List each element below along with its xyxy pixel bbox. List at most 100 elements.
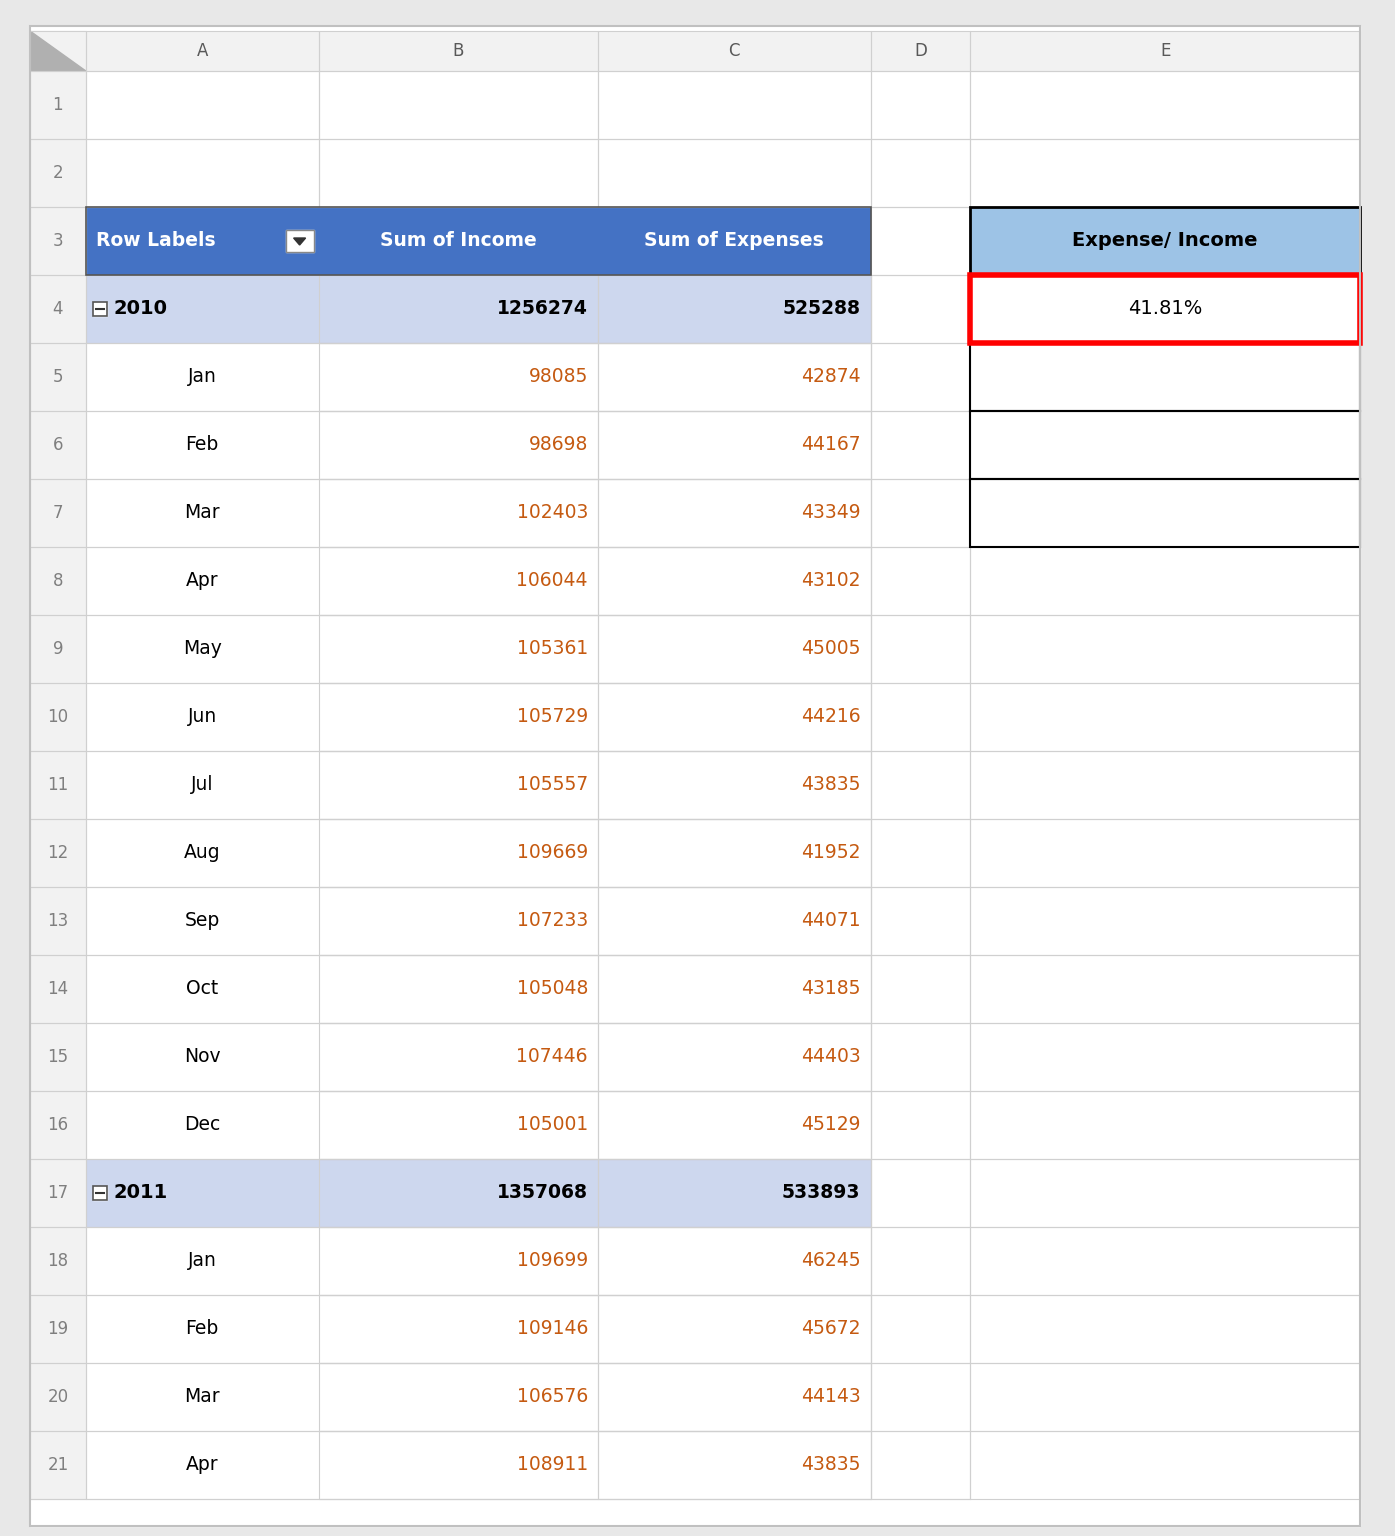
Text: 41.81%: 41.81% [1129,300,1202,318]
Bar [86,1091,870,1160]
Bar [870,343,971,412]
Bar [870,1432,971,1499]
Text: Jan: Jan [188,367,216,387]
Bar [870,1432,971,1499]
Bar [31,819,86,886]
Bar [870,684,971,751]
Bar [598,886,870,955]
Bar [31,684,86,751]
Bar [870,547,971,614]
Bar [870,1023,971,1091]
Bar [31,1023,86,1091]
Bar [971,479,1360,547]
Bar [870,886,971,955]
Bar [86,955,870,1023]
Bar [318,1023,598,1091]
Bar [870,1091,971,1160]
Text: Apr: Apr [186,571,219,590]
Bar [318,1023,598,1091]
Bar [86,1091,318,1160]
Bar [31,31,86,71]
Text: 2: 2 [53,164,63,181]
Text: Jul: Jul [191,776,213,794]
Bar [971,547,1360,614]
Bar [318,479,598,547]
Bar [31,1091,86,1160]
Bar [31,886,86,955]
Bar [31,1362,86,1432]
Text: 533893: 533893 [783,1184,861,1203]
Text: 12: 12 [47,843,68,862]
Bar [598,138,870,207]
Text: 4: 4 [53,300,63,318]
Bar [598,547,870,614]
Bar [971,614,1360,684]
Bar [318,138,598,207]
Text: E: E [1161,41,1170,60]
Bar [870,955,971,1023]
Bar [870,71,971,138]
Bar [318,614,598,684]
Bar [318,547,598,614]
Bar [318,71,598,138]
Text: Sep: Sep [184,911,220,931]
Bar [31,1227,86,1295]
Bar [86,886,318,955]
Bar [971,1295,1360,1362]
Bar [598,1091,870,1160]
Bar [870,819,971,886]
Bar [86,751,870,819]
Text: 105001: 105001 [516,1115,587,1135]
Bar [31,343,86,412]
Bar [870,1160,971,1227]
Bar [870,1091,971,1160]
Text: Expense/ Income: Expense/ Income [1073,232,1258,250]
Bar [93,1186,107,1200]
Bar [598,1432,870,1499]
Bar [86,1160,870,1227]
Bar [31,412,86,479]
Bar [598,412,870,479]
Bar [971,207,1360,275]
Bar [31,751,86,819]
Text: 43835: 43835 [801,776,861,794]
Text: 5: 5 [53,369,63,386]
Bar [318,684,598,751]
Text: Aug: Aug [184,843,220,863]
Bar [598,343,870,412]
Bar [870,1023,971,1091]
Text: Apr: Apr [186,1456,219,1475]
Bar [86,886,870,955]
Text: 102403: 102403 [516,504,587,522]
Bar [31,955,86,1023]
Text: 45129: 45129 [801,1115,861,1135]
Bar [598,71,870,138]
Text: Oct: Oct [186,980,219,998]
Bar [870,207,971,275]
Bar [86,31,318,71]
Text: 45005: 45005 [801,639,861,659]
Bar [971,547,1360,614]
Text: A: A [197,41,208,60]
Bar [598,819,870,886]
Bar [870,412,971,479]
Bar [31,955,86,1023]
Bar [598,31,870,71]
Bar [318,412,598,479]
Bar [86,138,318,207]
Text: 105048: 105048 [516,980,587,998]
Text: Feb: Feb [186,1319,219,1338]
Bar [598,819,870,886]
Text: 2011: 2011 [114,1184,169,1203]
Text: 1: 1 [53,95,63,114]
Bar [971,31,1360,71]
Bar [86,614,870,684]
Text: 43185: 43185 [801,980,861,998]
Bar [870,138,971,207]
Bar [318,547,598,614]
Bar [870,343,971,412]
Bar [318,479,598,547]
Bar [86,955,318,1023]
Text: Sum of Income: Sum of Income [379,232,537,250]
Bar [86,1295,318,1362]
